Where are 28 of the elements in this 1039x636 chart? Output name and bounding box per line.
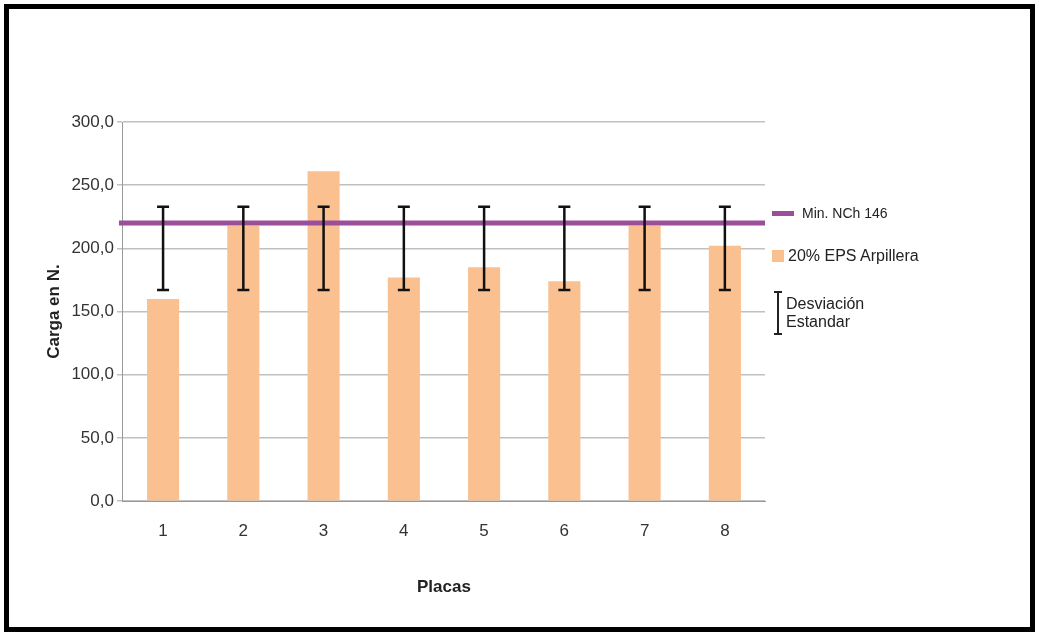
bar bbox=[628, 225, 661, 501]
x-tick-label: 3 bbox=[318, 521, 329, 541]
bar bbox=[468, 267, 501, 501]
text: Desviación Estandar bbox=[786, 295, 866, 331]
y-axis-title: Carga en N. bbox=[43, 264, 63, 359]
x-tick-label: 6 bbox=[559, 521, 570, 541]
y-tick-label: 250,0 bbox=[71, 174, 114, 194]
bar bbox=[147, 298, 180, 501]
y-tick-label: 200,0 bbox=[71, 238, 114, 258]
y-tick-label: 150,0 bbox=[71, 301, 114, 321]
x-tick-label: 7 bbox=[639, 521, 650, 541]
y-tick-label: 0,0 bbox=[90, 490, 114, 510]
bar bbox=[708, 245, 741, 501]
bar bbox=[307, 171, 340, 501]
ref-line-label: Min. NCh 146 bbox=[802, 205, 888, 221]
x-tick-label: 2 bbox=[238, 521, 249, 541]
legend-label: 20% EPS Arpillera bbox=[788, 247, 919, 265]
x-axis-title: Placas bbox=[417, 577, 471, 597]
x-tick-label: 8 bbox=[720, 521, 730, 541]
y-tick-label: 100,0 bbox=[71, 364, 114, 384]
bar bbox=[227, 225, 260, 501]
y-tick-label: 50,0 bbox=[80, 427, 114, 447]
x-tick-label: 1 bbox=[158, 521, 168, 541]
bar bbox=[548, 281, 581, 501]
y-tick-label: 300,0 bbox=[71, 111, 114, 131]
x-tick-label: 5 bbox=[479, 521, 489, 541]
x-tick-label: 4 bbox=[399, 521, 409, 541]
bar bbox=[387, 277, 420, 501]
